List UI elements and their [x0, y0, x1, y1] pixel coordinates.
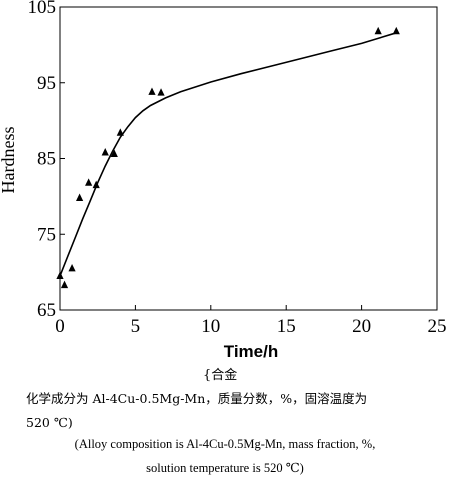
data-point-triangle [60, 280, 69, 289]
data-point-triangle [392, 26, 400, 35]
x-tick-label: 10 [201, 316, 220, 337]
x-tick-label: 5 [131, 316, 141, 337]
caption-line-2: 化学成分为 Al-4Cu-0.5Mg-Mn，质量分数，%，固溶温度为 [26, 391, 368, 406]
tick-labels: 0 5 10 15 20 25 65 75 85 95 105 [28, 0, 447, 337]
caption-line-3: 520 ℃) [26, 415, 73, 430]
data-point-triangle [76, 193, 84, 201]
data-point-triangle [148, 87, 156, 95]
axis-ticks [59, 6, 438, 311]
y-tick-label: 75 [37, 224, 56, 245]
caption-line-4: (Alloy composition is Al-4Cu-0.5Mg-Mn, m… [74, 437, 376, 451]
data-point-triangle [56, 271, 64, 279]
caption-line-5: solution temperature is 520 ℃) [146, 461, 304, 475]
y-tick-label: 65 [37, 300, 56, 321]
fit-curve [59, 32, 397, 277]
data-point-triangle [68, 263, 76, 272]
x-tick-label: 20 [352, 316, 371, 337]
y-axis-title: Hardness [0, 127, 18, 194]
data-point-triangle [92, 180, 100, 189]
x-tick-label: 15 [277, 316, 296, 337]
data-point-triangle [85, 178, 93, 186]
data-point-triangle [110, 149, 118, 158]
y-tick-label: 85 [37, 149, 56, 170]
data-point-triangle [374, 26, 382, 35]
y-tick-label: 105 [28, 0, 57, 18]
plot-frame [59, 6, 438, 311]
data-point-triangle [101, 148, 109, 156]
y-tick-label: 95 [37, 73, 56, 94]
data-point-triangle [157, 88, 165, 96]
data-point-triangle [116, 128, 124, 136]
hardness-chart: 0 5 10 15 20 25 65 75 85 95 105 Time/h Hardness [0, 0, 447, 360]
data-markers [56, 26, 400, 289]
x-tick-label: 25 [428, 316, 447, 337]
x-axis-title: Time/h [224, 342, 278, 360]
caption-line-1: {合金 [203, 368, 238, 383]
x-tick-label: 0 [55, 316, 65, 337]
